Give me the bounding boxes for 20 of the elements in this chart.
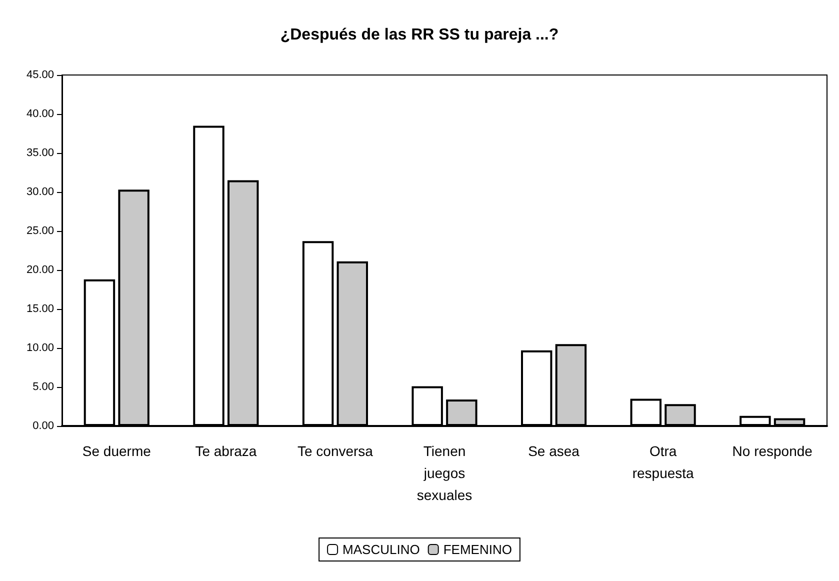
x-tick-label: Te conversa	[297, 443, 374, 459]
y-tick-label: 25.00	[26, 225, 54, 237]
chart-title: ¿Después de las RR SS tu pareja ...?	[280, 26, 559, 44]
y-tick-label: 0.00	[32, 420, 54, 432]
y-tick-label: 45.00	[26, 69, 54, 81]
x-tick-label: Se duerme	[82, 443, 152, 459]
y-tick-label: 10.00	[26, 342, 54, 354]
x-tick-label: Tienen juegos sexuales	[416, 443, 472, 503]
y-tick-label: 35.00	[26, 147, 54, 159]
legend-label: MASCULINO	[342, 542, 420, 557]
y-tick-label: 40.00	[26, 108, 54, 120]
x-tick-label: Te abraza	[195, 443, 257, 459]
x-tick-label: No responde	[732, 443, 813, 459]
x-tick-label: Otra respuesta	[632, 443, 694, 481]
x-tick-label: Se asea	[528, 443, 580, 459]
y-tick-label: 30.00	[26, 186, 54, 198]
y-tick-label: 5.00	[32, 381, 54, 393]
y-tick-label: 20.00	[26, 264, 54, 276]
legend-label: FEMENINO	[443, 542, 512, 557]
y-tick-label: 15.00	[26, 303, 54, 315]
